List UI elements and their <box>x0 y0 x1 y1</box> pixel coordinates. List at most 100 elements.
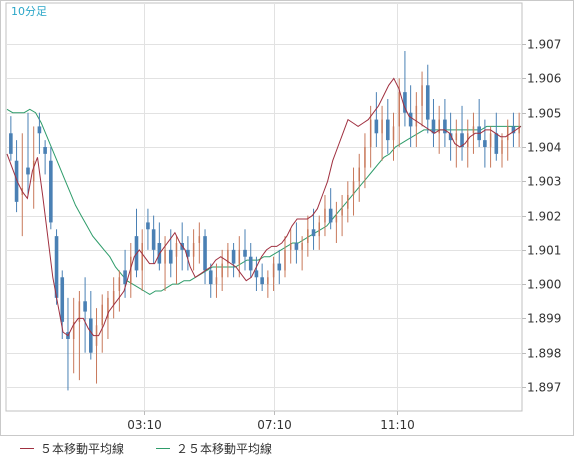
candle-body <box>227 249 229 264</box>
legend-swatch-ma25 <box>156 448 170 449</box>
candle-body <box>364 147 366 168</box>
candle-body <box>385 119 390 141</box>
candle-body <box>408 112 413 127</box>
candle-body <box>511 126 516 134</box>
candle-body <box>164 249 166 264</box>
ma5-line <box>6 77 522 337</box>
candle-body <box>14 160 19 202</box>
candle-body <box>107 297 109 319</box>
candle-body <box>9 133 13 154</box>
candle-body <box>238 249 241 264</box>
candle-body <box>54 236 59 298</box>
candle-body <box>32 160 35 182</box>
legend-item-ma25: ２５本移動平均線 <box>156 440 272 457</box>
candle-body <box>335 215 338 223</box>
candle-body <box>438 119 440 134</box>
candle-body <box>175 243 178 257</box>
candle-body <box>78 301 81 322</box>
candle-body <box>455 133 458 141</box>
candle-body <box>448 133 453 141</box>
candle-body <box>506 126 509 141</box>
candle-body <box>89 318 93 353</box>
candle-body <box>37 126 42 134</box>
plot-area <box>5 2 523 412</box>
candle-body <box>186 249 190 257</box>
candle-body <box>318 222 321 237</box>
candle-body <box>254 270 259 278</box>
candle-body <box>43 147 47 154</box>
candle-body <box>381 119 383 134</box>
candle-body <box>248 256 253 271</box>
candle-body <box>489 133 492 147</box>
candle-body <box>168 249 173 264</box>
y-tick-label: 1.905 <box>527 107 561 121</box>
legend-item-ma5: ５本移動平均線 <box>20 440 124 457</box>
candle-body <box>267 277 269 285</box>
ma25-series <box>6 108 521 295</box>
candle-body <box>83 301 87 312</box>
ma25-line <box>6 108 521 295</box>
ma5-series <box>6 77 522 337</box>
chart-title: 10分足 <box>11 5 47 18</box>
candle-body <box>352 181 355 195</box>
y-tick-label: 1.898 <box>527 347 561 361</box>
candle-body <box>483 140 487 147</box>
candle-body <box>311 229 316 237</box>
candle-body <box>203 236 207 271</box>
candle-body <box>112 291 115 305</box>
grid-lines <box>6 3 522 411</box>
candle-body <box>26 167 30 175</box>
y-tick-label: 1.906 <box>527 72 561 86</box>
candle-body <box>421 85 423 106</box>
candle-body <box>49 160 53 223</box>
candle-body <box>215 277 218 285</box>
candle-body <box>328 208 333 223</box>
candle-body <box>369 119 372 147</box>
y-axis-ticks: 1.897 1.898 1.899 1.900 1.901 1.902 1.903 1.904… <box>522 38 561 395</box>
candle-body <box>358 167 360 182</box>
candle-body <box>151 229 156 250</box>
candles <box>9 51 520 391</box>
candle-body <box>60 277 65 322</box>
candle-body <box>307 229 309 243</box>
candle-body <box>518 126 520 134</box>
candle-body <box>208 270 213 285</box>
candle-body <box>431 119 436 134</box>
candle-body <box>425 85 430 120</box>
legend-label-ma25: ２５本移動平均線 <box>176 442 273 456</box>
candlestick-chart: 1.897 1.898 1.899 1.900 1.901 1.902 1.903 1.904… <box>0 0 574 436</box>
candle-body <box>198 236 201 243</box>
legend-swatch-ma5 <box>20 448 34 449</box>
candle-body <box>374 119 379 134</box>
candle-body <box>289 243 292 250</box>
candle-body <box>392 126 395 141</box>
y-tick-label: 1.897 <box>527 381 561 395</box>
candle-body <box>341 208 343 216</box>
candle-body <box>494 133 499 154</box>
candle-body <box>294 243 299 250</box>
y-tick-label: 1.900 <box>527 278 561 292</box>
y-tick-label: 1.901 <box>527 244 561 258</box>
y-tick-label: 1.904 <box>527 141 561 155</box>
candle-body <box>231 249 236 264</box>
candle-body <box>272 263 275 278</box>
candle-body <box>324 208 326 223</box>
candle-body <box>347 195 349 209</box>
candle-body <box>118 277 121 291</box>
candle-body <box>301 243 303 250</box>
candle-body <box>398 92 400 127</box>
candle-body <box>415 105 418 127</box>
legend-label-ma5: ５本移動平均線 <box>40 442 125 456</box>
y-tick-label: 1.903 <box>527 175 561 189</box>
candle-body <box>221 263 223 278</box>
y-tick-label: 1.902 <box>527 210 561 224</box>
candle-body <box>501 140 503 154</box>
candle-body <box>243 249 247 257</box>
candle-body <box>192 243 195 257</box>
x-tick-label: 03:10 <box>127 418 162 432</box>
candle-body <box>460 133 464 147</box>
legend: ５本移動平均線 ２５本移動平均線 <box>0 436 574 462</box>
x-tick-label: 07:10 <box>257 418 292 432</box>
candle-body <box>284 249 286 271</box>
